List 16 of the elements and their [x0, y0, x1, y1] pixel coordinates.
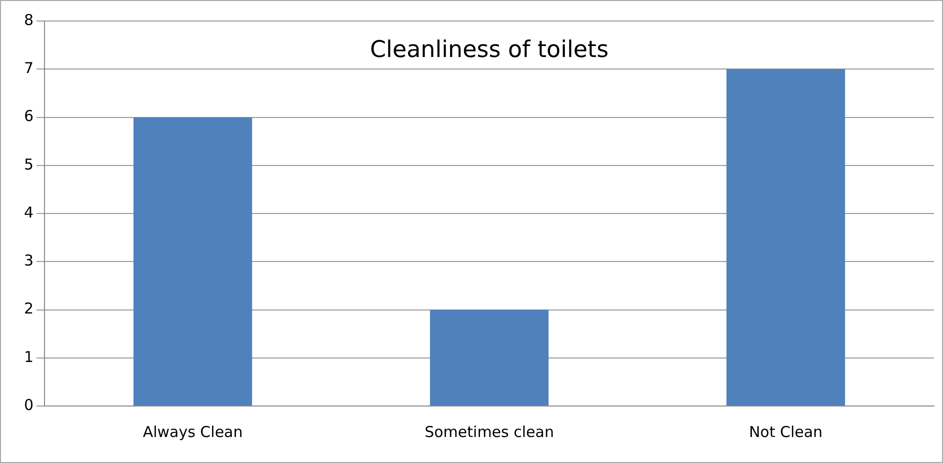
- y-tick-label: 8: [24, 10, 34, 29]
- bar: [133, 117, 252, 406]
- bar: [726, 69, 846, 406]
- y-tick-label: 5: [24, 155, 34, 174]
- y-tick-label: 0: [24, 396, 34, 414]
- bar: [430, 310, 549, 406]
- x-tick-label: Always Clean: [142, 422, 243, 441]
- y-tick-label: 6: [24, 107, 34, 126]
- y-tick-label: 2: [24, 300, 34, 318]
- y-tick-label: 1: [24, 348, 34, 366]
- y-tick-label: 7: [24, 59, 34, 78]
- text: Cleanliness of toilets: [370, 36, 609, 63]
- x-tick-label: Sometimes clean: [424, 422, 554, 441]
- y-tick-label: 4: [24, 203, 34, 222]
- x-tick-label: Not Clean: [748, 422, 823, 441]
- y-tick-label: 3: [24, 252, 34, 270]
